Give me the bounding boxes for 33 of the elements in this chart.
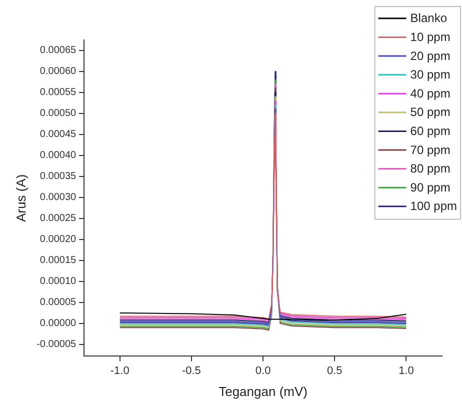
legend-label: 90 ppm (410, 180, 450, 194)
y-tick-label: 0.00065 (40, 45, 77, 56)
x-tick-label: -1.0 (110, 364, 130, 377)
legend-label: 10 ppm (410, 30, 450, 44)
y-tick-label: 0.00005 (40, 297, 77, 308)
legend-label: 80 ppm (410, 162, 450, 176)
x-tick-label: 0.0 (255, 364, 271, 377)
y-tick-label: 0.00045 (40, 129, 77, 140)
legend-label: Blanko (410, 11, 448, 26)
x-axis-title: Tegangan (mV) (218, 384, 308, 399)
y-tick-label: 0.00000 (40, 318, 77, 330)
legend-label: 20 ppm (410, 48, 450, 63)
y-axis-title: Arus (A) (13, 174, 28, 222)
legend-label: 70 ppm (410, 142, 450, 157)
y-tick-label: 0.00040 (40, 150, 77, 162)
x-tick-label: -0.5 (182, 364, 201, 377)
legend-label: 50 ppm (410, 105, 450, 120)
legend-label: 100 ppm (410, 199, 458, 214)
y-tick-label: 0.00020 (40, 234, 77, 246)
y-tick-label: -0.00005 (36, 339, 77, 350)
y-tick-label: 0.00025 (40, 213, 77, 224)
y-tick-label: 0.00055 (40, 87, 77, 98)
y-tick-label: 0.00030 (40, 192, 77, 204)
legend-label: 60 ppm (410, 124, 450, 138)
legend-label: 30 ppm (410, 68, 450, 82)
y-tick-label: 0.00035 (40, 171, 77, 182)
legend-label: 40 ppm (410, 86, 450, 100)
x-tick-label: 1.0 (398, 364, 414, 377)
y-tick-label: 0.00050 (40, 108, 77, 120)
y-tick-label: 0.00060 (40, 66, 77, 78)
y-tick-label: 0.00015 (40, 255, 77, 266)
y-tick-label: 0.00010 (40, 276, 77, 288)
x-tick-label: 0.5 (326, 364, 342, 377)
